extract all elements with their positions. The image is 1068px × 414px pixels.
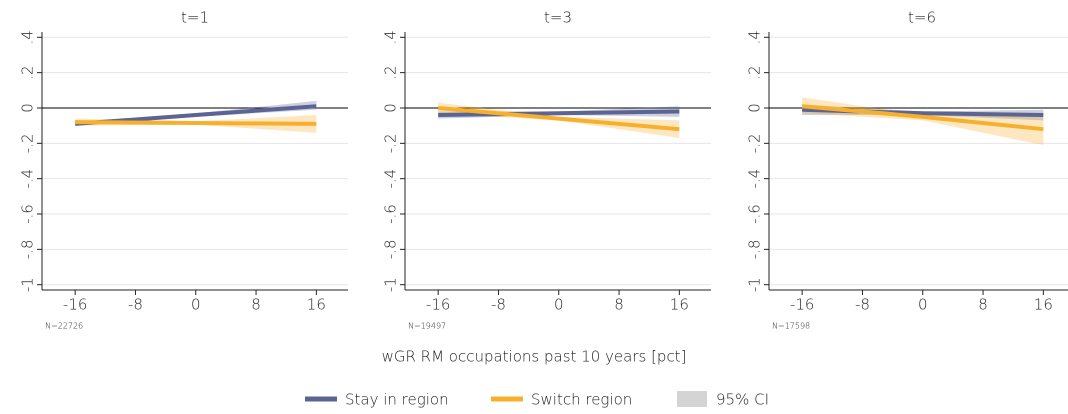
y-tick-label: -.6 — [382, 204, 400, 224]
ci-band — [802, 97, 1044, 146]
y-tick-label: -.8 — [746, 239, 764, 259]
y-tick-label: -.2 — [19, 133, 37, 153]
panel: t=3 -1 -.8 -.6 -.4 -.2 0 .2 .4 -16 -8 0 8 16 N=19497 — [382, 9, 711, 331]
series-line — [437, 105, 680, 132]
sample-note: N=22726 — [45, 322, 83, 331]
y-tick-label: -.4 — [382, 169, 400, 189]
legend-label: Stay in region — [345, 391, 449, 409]
x-tick-label: 8 — [251, 296, 261, 314]
y-tick-label: .2 — [382, 65, 400, 79]
y-tick-label: -.4 — [746, 169, 764, 189]
panel: t=1 -1 -.8 -.6 -.4 -.2 0 .2 .4 -16 -8 0 8 16 N=22726 — [19, 9, 348, 331]
x-tick-label: -16 — [63, 296, 88, 314]
sample-note: N=19497 — [408, 322, 446, 331]
x-tick-label: 16 — [1034, 296, 1053, 314]
y-tick-label: .4 — [746, 30, 764, 44]
y-tick-label: 0 — [19, 103, 37, 113]
y-tick-label: -.2 — [382, 133, 400, 153]
sample-note: N=17598 — [772, 322, 810, 331]
x-tick-label: -16 — [426, 296, 451, 314]
y-tick-label: .2 — [746, 65, 764, 79]
x-tick-label: 16 — [307, 296, 326, 314]
y-tick-label: -.8 — [382, 239, 400, 259]
x-tick-label: 8 — [978, 296, 988, 314]
series-line — [75, 120, 317, 126]
y-tick-label: 0 — [746, 103, 764, 113]
y-tick-label: .2 — [19, 65, 37, 79]
y-tick-label: -1 — [19, 277, 37, 292]
y-tick-label: -.8 — [19, 239, 37, 259]
legend-label: Switch region — [531, 391, 632, 409]
panel-title: t=6 — [908, 9, 936, 27]
x-tick-label: -8 — [855, 296, 870, 314]
y-tick-label: -.2 — [746, 133, 764, 153]
y-tick-label: -1 — [382, 277, 400, 292]
x-tick-label: 8 — [614, 296, 624, 314]
x-tick-label: 0 — [918, 296, 928, 314]
panel: t=6 -1 -.8 -.6 -.4 -.2 0 .2 .4 -16 -8 0 8 16 N=17598 — [746, 9, 1068, 331]
legend-swatch — [677, 391, 707, 407]
x-tick-label: -8 — [128, 296, 143, 314]
y-tick-label: -.6 — [19, 204, 37, 224]
x-tick-label: -8 — [491, 296, 506, 314]
y-tick-label: .4 — [382, 30, 400, 44]
panel-title: t=1 — [181, 9, 209, 27]
panel-title: t=3 — [544, 9, 572, 27]
series-line — [801, 104, 1044, 132]
x-tick-label: 16 — [670, 296, 689, 314]
x-tick-label: 0 — [191, 296, 201, 314]
x-tick-label: -16 — [790, 296, 815, 314]
y-tick-label: 0 — [382, 103, 400, 113]
x-axis-label: wGR RM occupations past 10 years [pct] — [382, 348, 687, 366]
y-tick-label: -1 — [746, 277, 764, 292]
legend-label: 95% CI — [716, 391, 769, 409]
x-tick-label: 0 — [554, 296, 564, 314]
y-tick-label: -.4 — [19, 169, 37, 189]
series-line — [438, 109, 680, 118]
y-tick-label: -.6 — [746, 204, 764, 224]
y-tick-label: .4 — [19, 30, 37, 44]
